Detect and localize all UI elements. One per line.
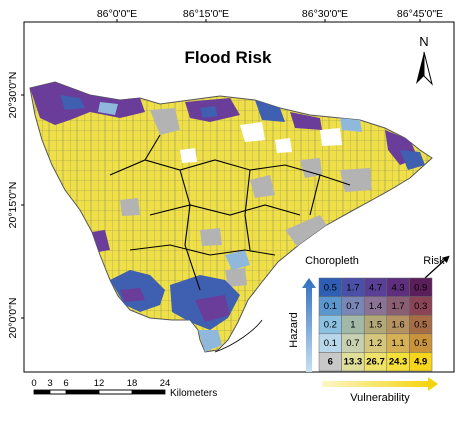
scale-tick: 12 (94, 378, 105, 389)
risk-arrow-icon (424, 255, 450, 279)
legend-cell-value: 1.7 (391, 301, 404, 312)
vulnerability-arrow-icon (322, 377, 438, 391)
district-region (29, 81, 433, 353)
legend-cell-value: 1.6 (391, 320, 404, 331)
legend-vulnerability-label: Vulnerability (350, 392, 410, 404)
scale-tick: 18 (127, 378, 138, 389)
legend-cell-value: 4.9 (414, 357, 427, 368)
north-arrow-icon: N (416, 34, 433, 86)
legend-cell-value: 4.7 (369, 282, 382, 293)
hazard-arrow-icon (302, 278, 316, 372)
legend-cell-value: 0.2 (324, 320, 337, 331)
legend-cell-value: 0.5 (414, 320, 427, 331)
scale-bar: 0 3 6 12 18 24 Kilometers (31, 378, 217, 399)
map-frame (23, 21, 455, 373)
scale-unit: Kilometers (170, 388, 217, 399)
lat-tick-label: 20°0'0"N (7, 298, 19, 339)
legend-cell-value: 1.4 (369, 301, 382, 312)
legend-cell-value: 24.3 (389, 357, 408, 368)
legend-cell-value: 0.1 (324, 301, 337, 312)
lat-tick-label: 20°30'0"N (7, 72, 19, 119)
lon-tick-label: 86°0'0"E (97, 8, 137, 20)
legend-cell-value: 0.5 (414, 338, 427, 349)
lon-tick-label: 86°45'0"E (397, 8, 443, 20)
lon-tick-label: 86°30'0"E (302, 8, 348, 20)
north-label: N (419, 34, 428, 49)
scale-tick: 3 (47, 378, 52, 389)
legend-cell-value: 0.5 (324, 282, 337, 293)
legend-cell-value: 0.7 (346, 301, 359, 312)
scale-tick: 6 (63, 378, 68, 389)
legend-cell-value: 1.1 (391, 338, 404, 349)
legend-cell-value: 1 (350, 320, 355, 331)
lon-tick-label: 86°15'0"E (183, 8, 229, 20)
legend-cell-value: 1.7 (346, 282, 359, 293)
legend-cell-value: 6 (328, 357, 333, 368)
legend-cell-value: 1.2 (369, 338, 382, 349)
legend-cell-value: 0.1 (324, 338, 337, 349)
legend-cell-value: 1.5 (369, 320, 382, 331)
legend-title: Choropleth (305, 255, 359, 267)
legend-cell-value: 0.7 (346, 338, 359, 349)
legend-cell (409, 352, 433, 372)
legend-cell-value: 13.3 (344, 357, 363, 368)
legend-hazard-label: Hazard (288, 312, 300, 347)
scale-tick: 0 (31, 378, 36, 389)
legend-cell-value: 0.9 (414, 282, 427, 293)
legend-cell-value: 4.3 (391, 282, 404, 293)
lat-tick-label: 20°15'0"N (7, 182, 19, 229)
bivariate-legend: Choropleth Risk 0.5 1.7 4.7 4.3 0.9 0.1 0.7 1.4… (288, 255, 450, 404)
legend-cell-value: 0.3 (414, 301, 427, 312)
legend-risk-label: Risk (423, 255, 445, 267)
map-title: Flood Risk (185, 48, 272, 67)
scale-tick: 24 (160, 378, 171, 389)
legend-cell-value: 26.7 (366, 357, 385, 368)
